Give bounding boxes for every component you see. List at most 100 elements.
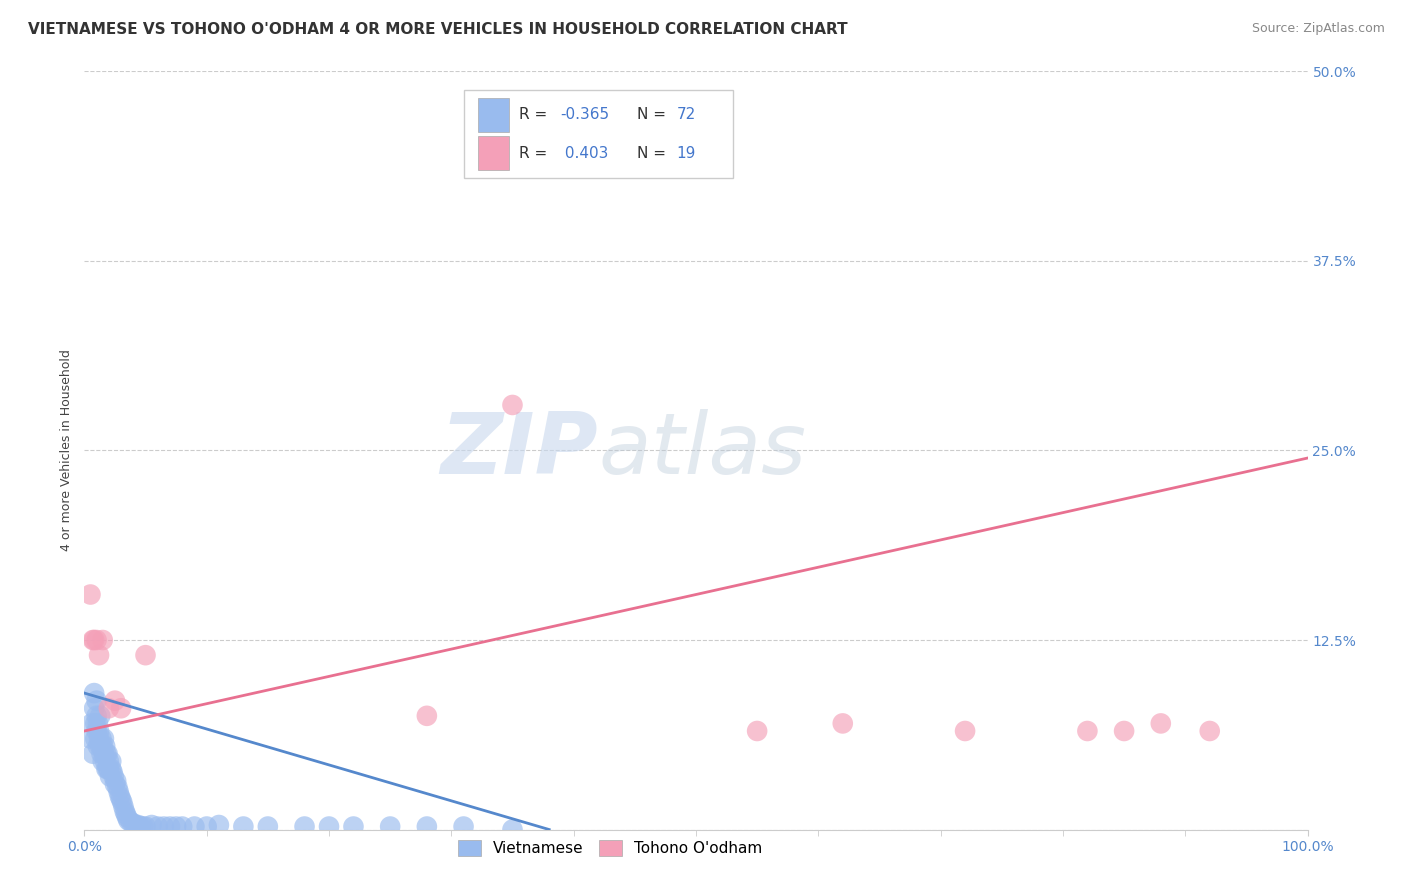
Point <box>114 805 136 819</box>
Point <box>502 822 524 837</box>
Point <box>84 731 107 746</box>
Point <box>79 588 101 602</box>
Text: R =: R = <box>519 107 551 122</box>
Point <box>110 701 132 715</box>
Point <box>1076 724 1098 739</box>
Point <box>141 818 163 832</box>
Point <box>93 731 115 746</box>
Text: -0.365: -0.365 <box>560 107 609 122</box>
Point <box>91 633 114 648</box>
Point <box>90 731 112 746</box>
Point <box>83 686 105 700</box>
Point <box>87 716 110 731</box>
Point <box>91 739 114 753</box>
Point <box>86 633 108 648</box>
Text: Source: ZipAtlas.com: Source: ZipAtlas.com <box>1251 22 1385 36</box>
Point <box>86 694 108 708</box>
Point <box>104 777 127 791</box>
Point <box>146 820 169 834</box>
Point <box>502 398 524 412</box>
Text: R =: R = <box>519 145 551 161</box>
Point <box>111 795 134 809</box>
Point <box>82 633 104 648</box>
Point <box>747 724 769 739</box>
Point <box>86 724 108 739</box>
Text: N =: N = <box>637 107 671 122</box>
Point <box>97 755 120 769</box>
Point <box>93 747 115 761</box>
Point <box>87 739 110 753</box>
Point <box>80 716 103 731</box>
Point <box>79 731 101 746</box>
Point <box>294 820 316 834</box>
Point <box>165 820 187 834</box>
Point <box>127 818 149 832</box>
Point <box>183 820 205 834</box>
Point <box>125 818 148 832</box>
Point <box>104 694 127 708</box>
Point <box>87 731 110 746</box>
Text: 72: 72 <box>676 107 696 122</box>
Point <box>122 816 145 830</box>
Point <box>87 724 110 739</box>
Point <box>100 762 122 776</box>
Point <box>953 724 976 739</box>
Point <box>120 815 142 830</box>
Point <box>97 762 120 776</box>
Point <box>153 820 176 834</box>
Text: atlas: atlas <box>598 409 806 492</box>
Point <box>94 755 117 769</box>
Point <box>105 780 128 794</box>
Point <box>97 762 120 776</box>
Point <box>115 810 138 824</box>
Point <box>97 747 120 761</box>
Point <box>86 708 108 723</box>
Point <box>100 755 122 769</box>
Point <box>98 769 121 784</box>
Point <box>416 820 439 834</box>
Point <box>117 814 139 828</box>
Point <box>135 820 157 834</box>
Point <box>132 820 155 834</box>
Point <box>103 769 125 784</box>
Point <box>87 648 110 662</box>
Y-axis label: 4 or more Vehicles in Household: 4 or more Vehicles in Household <box>60 350 73 551</box>
Point <box>83 633 105 648</box>
Point <box>107 785 129 799</box>
Point <box>112 800 135 814</box>
Point <box>91 755 114 769</box>
Point <box>1150 716 1173 731</box>
Point <box>342 820 364 834</box>
Point <box>831 716 853 731</box>
Point <box>101 764 124 779</box>
Point <box>115 807 138 822</box>
Point <box>318 820 340 834</box>
Point <box>1198 724 1220 739</box>
Text: N =: N = <box>637 145 671 161</box>
Point <box>105 774 128 789</box>
Point <box>172 820 194 834</box>
Point <box>83 701 105 715</box>
Point <box>208 818 231 832</box>
FancyBboxPatch shape <box>478 136 509 170</box>
Point <box>97 701 120 715</box>
Point <box>380 820 402 834</box>
Point <box>82 747 104 761</box>
Point <box>159 820 181 834</box>
Point <box>90 747 112 761</box>
Point <box>94 739 117 753</box>
Text: ZIP: ZIP <box>440 409 598 492</box>
Text: VIETNAMESE VS TOHONO O'ODHAM 4 OR MORE VEHICLES IN HOUSEHOLD CORRELATION CHART: VIETNAMESE VS TOHONO O'ODHAM 4 OR MORE V… <box>28 22 848 37</box>
Point <box>129 820 152 834</box>
FancyBboxPatch shape <box>478 97 509 132</box>
FancyBboxPatch shape <box>464 90 733 178</box>
Point <box>89 739 111 753</box>
Point <box>1114 724 1136 739</box>
Text: 19: 19 <box>676 145 696 161</box>
Point <box>135 648 157 662</box>
Point <box>110 792 132 806</box>
Point <box>195 820 218 834</box>
Text: 0.403: 0.403 <box>560 145 609 161</box>
Point <box>108 789 131 804</box>
Point <box>453 820 475 834</box>
